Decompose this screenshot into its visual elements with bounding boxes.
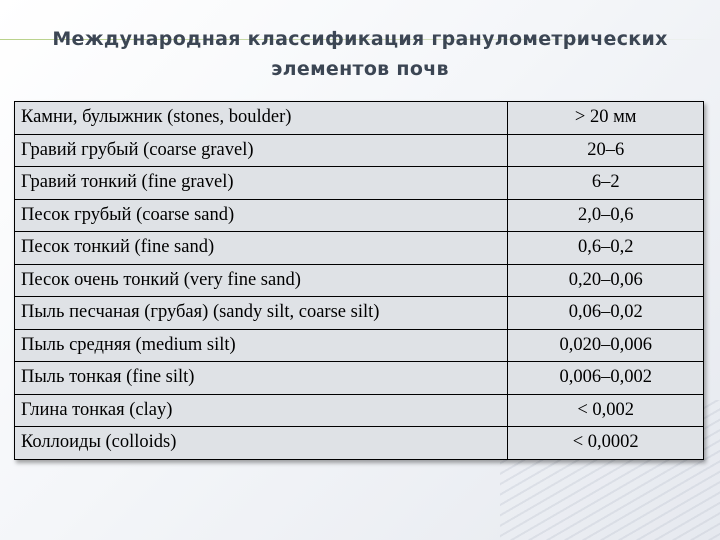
fraction-name: Песок тонкий (fine sand): [13, 231, 509, 265]
table-row: Песок очень тонкий (very fine sand) 0,20…: [13, 263, 704, 297]
classification-table: Камни, булыжник (stones, boulder) > 20 м…: [13, 101, 704, 460]
fraction-size: 2,0–0,6: [507, 198, 704, 232]
table-row: Песок тонкий (fine sand) 0,6–0,2: [13, 231, 704, 265]
table-row: Пыль тонкая (fine silt) 0,006–0,002: [13, 361, 704, 395]
fraction-size: 0,006–0,002: [507, 361, 704, 395]
fraction-size: 6–2: [507, 166, 704, 200]
fraction-name: Пыль средняя (medium silt): [13, 328, 509, 362]
fraction-size: 0,06–0,02: [507, 296, 704, 330]
fraction-name: Пыль песчаная (грубая) (sandy silt, coar…: [13, 296, 509, 330]
fraction-size: 0,6–0,2: [507, 231, 704, 265]
fraction-size: 20–6: [507, 133, 704, 167]
fraction-name: Гравий тонкий (fine gravel): [13, 166, 509, 200]
slide-title: Международная классификация гранулометри…: [0, 24, 720, 84]
table-row: Гравий грубый (coarse gravel) 20–6: [13, 133, 704, 167]
fraction-name: Коллоиды (colloids): [13, 426, 509, 460]
fraction-size: 0,20–0,06: [507, 263, 704, 297]
fraction-size: < 0,0002: [507, 426, 704, 460]
fraction-size: 0,020–0,006: [507, 328, 704, 362]
slide-title-line-1: Международная классификация гранулометри…: [52, 28, 668, 50]
slide-title-line-2: элементов почв: [271, 58, 449, 80]
title-divider: [0, 39, 720, 40]
fraction-name: Камни, булыжник (stones, boulder): [13, 101, 509, 135]
fraction-name: Глина тонкая (clay): [13, 393, 509, 427]
fraction-size: > 20 мм: [507, 101, 704, 135]
table-row: Коллоиды (colloids) < 0,0002: [13, 426, 704, 460]
fraction-name: Гравий грубый (coarse gravel): [13, 133, 509, 167]
table-row: Камни, булыжник (stones, boulder) > 20 м…: [13, 101, 704, 135]
table-row: Глина тонкая (clay) < 0,002: [13, 393, 704, 427]
table-row: Пыль песчаная (грубая) (sandy silt, coar…: [13, 296, 704, 330]
table-row: Пыль средняя (medium silt) 0,020–0,006: [13, 328, 704, 362]
fraction-name: Песок грубый (coarse sand): [13, 198, 509, 232]
fraction-name: Пыль тонкая (fine silt): [13, 361, 509, 395]
fraction-name: Песок очень тонкий (very fine sand): [13, 263, 509, 297]
table-row: Гравий тонкий (fine gravel) 6–2: [13, 166, 704, 200]
table-row: Песок грубый (coarse sand) 2,0–0,6: [13, 198, 704, 232]
fraction-size: < 0,002: [507, 393, 704, 427]
